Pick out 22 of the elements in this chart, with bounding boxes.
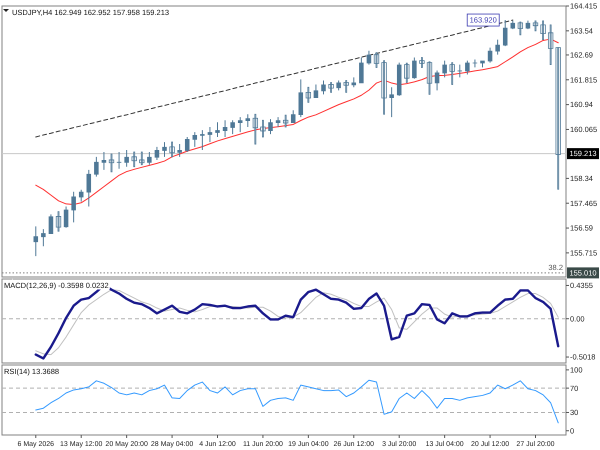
candlestick [276, 117, 280, 128]
candlestick [260, 120, 266, 138]
candlestick [282, 114, 288, 128]
candlestick [268, 119, 273, 134]
candlestick [246, 114, 250, 128]
candlestick [480, 60, 485, 68]
candlestick [177, 144, 182, 157]
candlestick [389, 87, 394, 118]
candlestick [238, 117, 242, 132]
candlestick [472, 59, 478, 68]
candlestick [215, 122, 220, 137]
candlestick [208, 127, 212, 142]
candlestick [352, 77, 356, 88]
line-series [35, 380, 559, 424]
line-series [35, 38, 559, 205]
candlestick [419, 57, 425, 68]
candlestick [108, 154, 114, 172]
candlestick [321, 80, 326, 94]
candlestick [162, 142, 167, 157]
candlestick [200, 130, 205, 150]
candlestick [222, 120, 228, 137]
candlestick [458, 64, 462, 78]
